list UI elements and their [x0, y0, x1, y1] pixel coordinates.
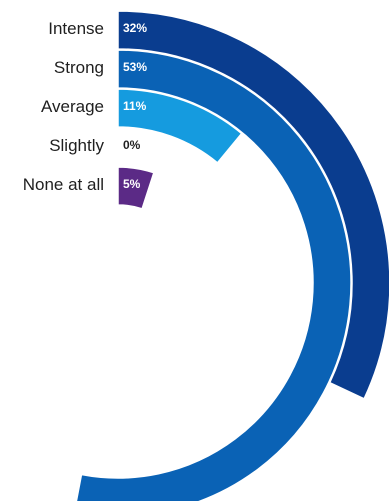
- value-label-average: 11%: [123, 99, 147, 113]
- value-label-strong: 53%: [123, 60, 147, 74]
- category-label-average: Average: [41, 97, 104, 116]
- value-label-none-at-all: 5%: [123, 177, 141, 191]
- category-label-strong: Strong: [54, 58, 104, 77]
- bar-intense: [117, 10, 389, 400]
- category-label-slightly: Slightly: [49, 136, 104, 155]
- bar-average: [117, 88, 243, 164]
- value-label-intense: 32%: [123, 21, 147, 35]
- category-label-intense: Intense: [48, 19, 104, 38]
- category-label-none-at-all: None at all: [23, 175, 104, 194]
- bar-none-at-all: [117, 166, 155, 210]
- bar-strong: [75, 49, 352, 501]
- value-label-slightly: 0%: [123, 138, 141, 152]
